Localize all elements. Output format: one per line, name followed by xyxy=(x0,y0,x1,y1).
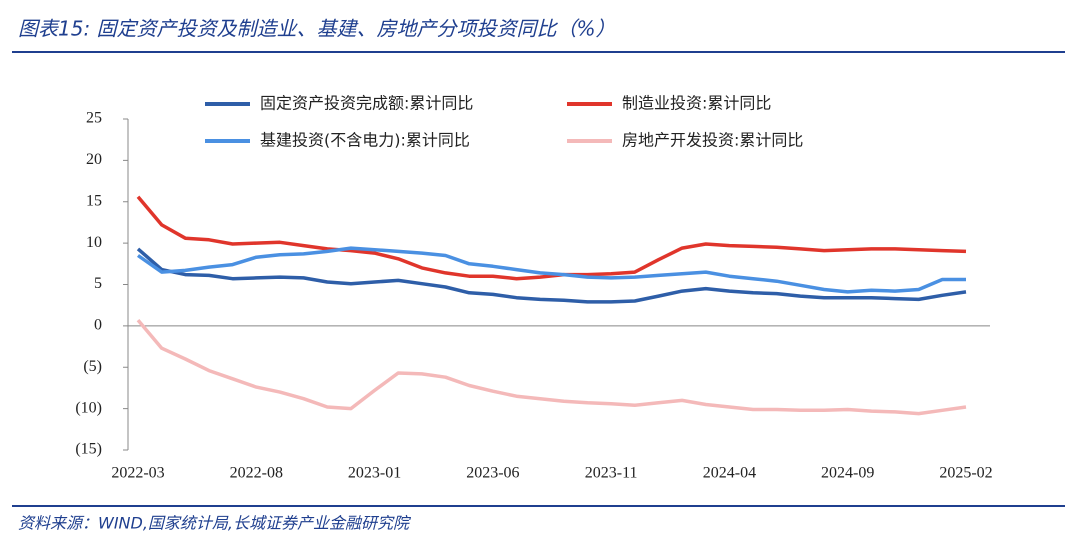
legend-label: 基建投资(不含电力):累计同比 xyxy=(260,131,470,150)
y-tick-label: 0 xyxy=(94,317,102,334)
y-tick-label: 20 xyxy=(86,151,102,168)
x-tick-label: 2023-01 xyxy=(348,465,401,482)
chart-title: 图表15: 固定资产投资及制造业、基建、房地产分项投资同比（%） xyxy=(18,17,616,41)
legend-label: 制造业投资:累计同比 xyxy=(622,94,771,113)
x-tick-label: 2022-03 xyxy=(111,465,164,482)
series-line xyxy=(136,247,967,304)
legend-label: 固定资产投资完成额:累计同比 xyxy=(260,94,473,113)
x-tick-label: 2024-04 xyxy=(703,465,756,482)
y-tick-label: (5) xyxy=(83,358,102,375)
series-line xyxy=(136,318,967,416)
y-tick-label: (15) xyxy=(75,441,102,458)
y-tick-label: 15 xyxy=(86,192,102,209)
source-note: 资料来源：WIND,国家统计局,长城证券产业金融研究院 xyxy=(18,514,412,533)
y-tick-label: 10 xyxy=(86,234,102,251)
y-tick-label: 5 xyxy=(94,275,102,292)
series-line xyxy=(136,195,967,281)
y-tick-label: 25 xyxy=(86,110,102,127)
series-line xyxy=(136,246,966,294)
x-tick-label: 2022-08 xyxy=(230,465,283,482)
legend-label: 房地产开发投资:累计同比 xyxy=(622,131,803,150)
x-tick-label: 2023-06 xyxy=(466,465,519,482)
x-tick-label: 2024-09 xyxy=(821,465,874,482)
x-tick-label: 2023-11 xyxy=(585,465,638,482)
x-tick-label: 2025-02 xyxy=(939,465,992,482)
y-tick-label: (10) xyxy=(75,399,102,416)
